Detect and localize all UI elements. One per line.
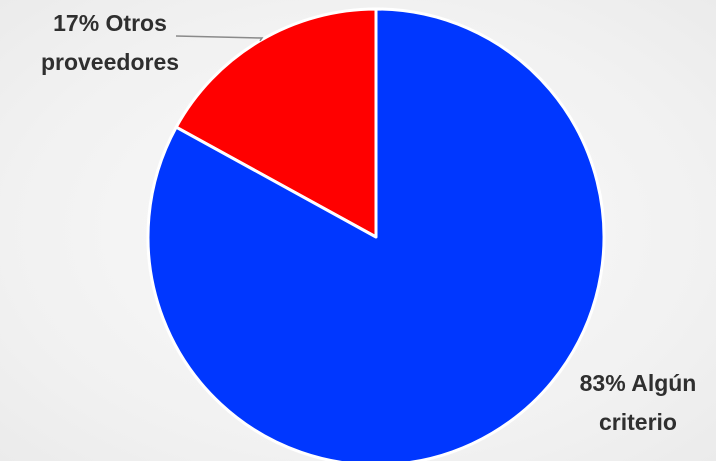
data-labels: 17% Otros proveedores 83% Algún criterio — [41, 10, 696, 435]
leader-lines — [175, 35, 264, 42]
pie-slice-alg-n-criterio — [146, 7, 606, 461]
data-label-otros-proveedores: 17% Otros proveedores — [41, 10, 179, 75]
pie-slices — [146, 7, 606, 461]
leader-line — [175, 35, 264, 42]
data-label-alg-n-criterio: 83% Algún criterio — [580, 370, 697, 435]
